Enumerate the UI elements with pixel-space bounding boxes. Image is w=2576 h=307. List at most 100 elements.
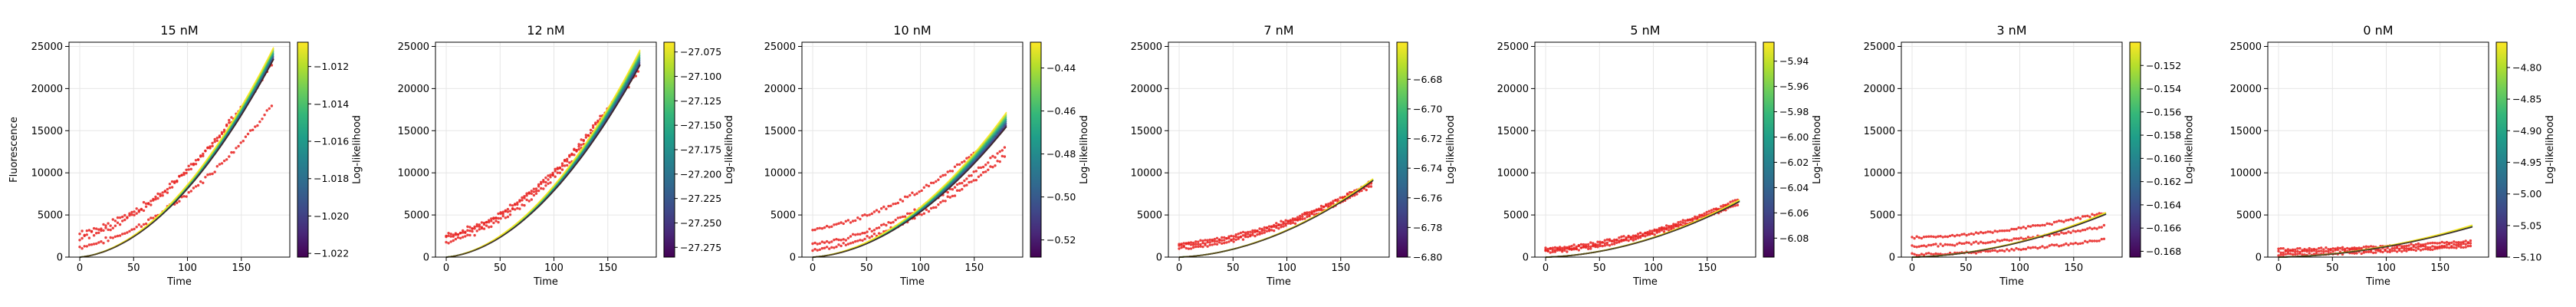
data-point	[899, 198, 902, 201]
data-point	[209, 173, 212, 176]
data-point	[1681, 219, 1684, 222]
data-point	[1911, 236, 1914, 239]
data-point	[844, 239, 848, 242]
data-point	[1934, 252, 1937, 256]
colorbar-tick-label: −6.74	[1413, 163, 1442, 174]
x-tick-label: 150	[1697, 262, 1717, 274]
colorbar-label: Log-likelihood	[1079, 115, 1090, 184]
colorbar-tick-label: −27.200	[680, 168, 721, 180]
data-point	[1927, 252, 1930, 255]
data-point	[1627, 234, 1630, 238]
data-point	[228, 121, 231, 124]
data-point	[1993, 249, 1996, 252]
x-tick-label: 150	[598, 262, 617, 274]
data-point	[107, 228, 110, 231]
data-point	[123, 218, 127, 222]
data-point	[128, 229, 131, 233]
data-point	[2424, 245, 2427, 248]
y-tick-label: 0	[57, 253, 63, 264]
colorbar-tick-label: −5.98	[1779, 106, 1809, 117]
data-point	[187, 168, 190, 171]
colorbar-tick-label: −27.150	[680, 120, 721, 131]
data-point	[1187, 247, 1191, 250]
x-tick-label: 50	[860, 262, 873, 274]
data-point	[1230, 238, 1233, 242]
data-point	[1206, 245, 1209, 248]
data-point	[859, 233, 862, 236]
data-point	[887, 204, 890, 208]
data-point	[955, 189, 959, 192]
data-point	[2017, 248, 2020, 251]
data-point	[182, 171, 186, 174]
data-point	[2388, 248, 2391, 252]
data-point	[901, 215, 905, 219]
axes-frame	[801, 41, 1024, 258]
data-point	[953, 186, 957, 189]
data-point	[1277, 223, 1280, 226]
data-point	[813, 248, 816, 251]
data-point	[2026, 246, 2030, 249]
colorbar-tick-label: −0.44	[1046, 62, 1076, 74]
data-point	[580, 144, 583, 147]
data-point	[2298, 246, 2302, 250]
data-point	[458, 231, 462, 235]
colorbar-label: Log-likelihood	[2184, 115, 2196, 184]
data-point	[2091, 227, 2094, 230]
data-point	[547, 182, 550, 185]
data-point	[2424, 243, 2427, 246]
data-point	[118, 234, 122, 237]
data-point	[946, 195, 949, 198]
data-point	[152, 216, 155, 220]
data-point	[1282, 220, 1285, 224]
data-point	[2076, 243, 2080, 246]
data-point	[991, 154, 994, 158]
data-point	[998, 160, 1001, 163]
data-point	[265, 109, 268, 112]
data-point	[78, 233, 81, 236]
data-point	[523, 196, 526, 200]
data-point	[2045, 222, 2049, 225]
data-point	[121, 215, 124, 219]
data-point	[2381, 250, 2384, 254]
data-point	[449, 235, 452, 238]
data-point	[1913, 245, 1916, 248]
data-point	[961, 160, 964, 164]
data-point	[872, 229, 876, 232]
data-point	[2417, 242, 2420, 246]
data-point	[211, 144, 214, 147]
data-point	[1984, 242, 1987, 245]
data-point	[813, 241, 816, 245]
data-point	[863, 213, 866, 216]
data-point	[1937, 253, 1940, 256]
data-point	[2058, 233, 2061, 236]
data-point	[1662, 230, 1666, 233]
data-point	[466, 225, 469, 228]
data-point	[2325, 249, 2328, 253]
data-point	[2078, 242, 2082, 245]
data-point	[2019, 236, 2022, 239]
data-point	[955, 163, 959, 167]
data-point	[915, 192, 918, 195]
data-point	[478, 228, 481, 231]
data-point	[1322, 205, 1326, 209]
data-point	[102, 223, 105, 226]
data-point	[844, 220, 848, 223]
colorbar-tick-label: −6.08	[1779, 233, 1809, 244]
data-point	[861, 239, 864, 242]
data-point	[2294, 250, 2297, 253]
data-point	[1329, 201, 1332, 204]
data-point	[851, 233, 855, 236]
data-point	[128, 213, 131, 217]
data-point	[471, 229, 474, 233]
data-point	[1194, 240, 1198, 243]
colorbar-tick-label: −6.72	[1413, 133, 1442, 144]
data-point	[2086, 240, 2089, 244]
data-point	[501, 212, 504, 216]
data-point	[159, 193, 162, 196]
data-point	[2076, 229, 2080, 233]
data-point	[242, 140, 245, 143]
data-point	[1915, 246, 1918, 249]
data-point	[147, 202, 150, 205]
data-point	[1249, 230, 1252, 233]
data-point	[130, 228, 133, 231]
